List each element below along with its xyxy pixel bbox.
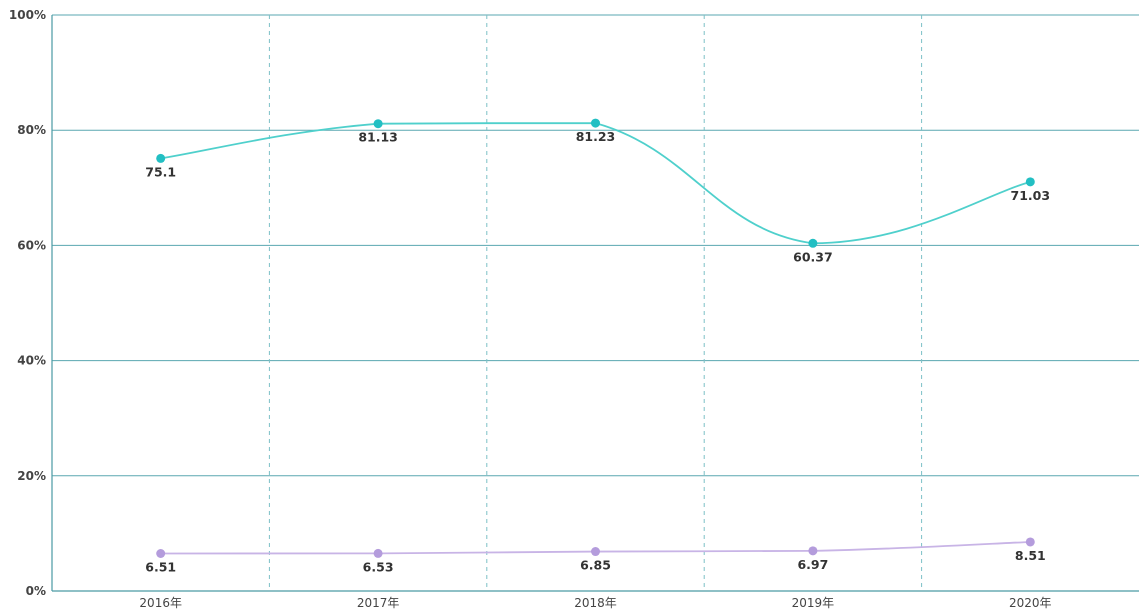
series-1-point (373, 119, 383, 129)
series-2-point (808, 546, 818, 556)
data-label: 81.23 (576, 129, 616, 144)
x-tick-label: 2016年 (139, 596, 182, 610)
series-1-point (808, 238, 818, 248)
x-axis-ticks: 2016年 2017年 2018年 2019年 2020年 (139, 596, 1051, 610)
y-tick-label: 100% (9, 8, 46, 22)
y-tick-label: 80% (17, 123, 46, 137)
x-tick-label: 2018年 (574, 596, 617, 610)
data-labels: 75.1 81.13 81.23 60.37 71.03 6.51 6.53 6.85 6.97… (145, 129, 1050, 574)
y-tick-label: 60% (17, 238, 46, 252)
series-1-point (156, 153, 166, 163)
series-2-point (591, 547, 600, 557)
data-label: 71.03 (1011, 188, 1051, 203)
series-2-point (373, 548, 383, 558)
y-tick-label: 40% (17, 354, 46, 368)
data-label: 75.1 (145, 164, 176, 179)
data-label: 6.97 (797, 557, 828, 572)
x-tick-label: 2017年 (357, 596, 400, 610)
series-line-1 (160, 122, 1031, 245)
data-label: 6.53 (363, 559, 394, 574)
data-label: 60.37 (793, 249, 833, 264)
y-tick-label: 0% (26, 584, 46, 598)
x-tick-label: 2020年 (1009, 596, 1052, 610)
data-label: 8.51 (1015, 548, 1046, 563)
series (156, 118, 1035, 559)
y-tick-label: 20% (17, 469, 46, 483)
data-label: 6.51 (145, 560, 176, 575)
data-label: 6.85 (580, 558, 611, 573)
series-2-point (156, 549, 166, 559)
series-2-point (1025, 537, 1035, 547)
x-tick-label: 2019年 (792, 596, 835, 610)
series-1-point (1025, 177, 1035, 187)
grid (52, 14, 1139, 591)
y-axis-ticks: 0% 20% 40% 60% 80% 100% (9, 8, 46, 598)
axes (51, 15, 1139, 592)
series-1-point (591, 118, 600, 128)
data-label: 81.13 (358, 130, 398, 145)
